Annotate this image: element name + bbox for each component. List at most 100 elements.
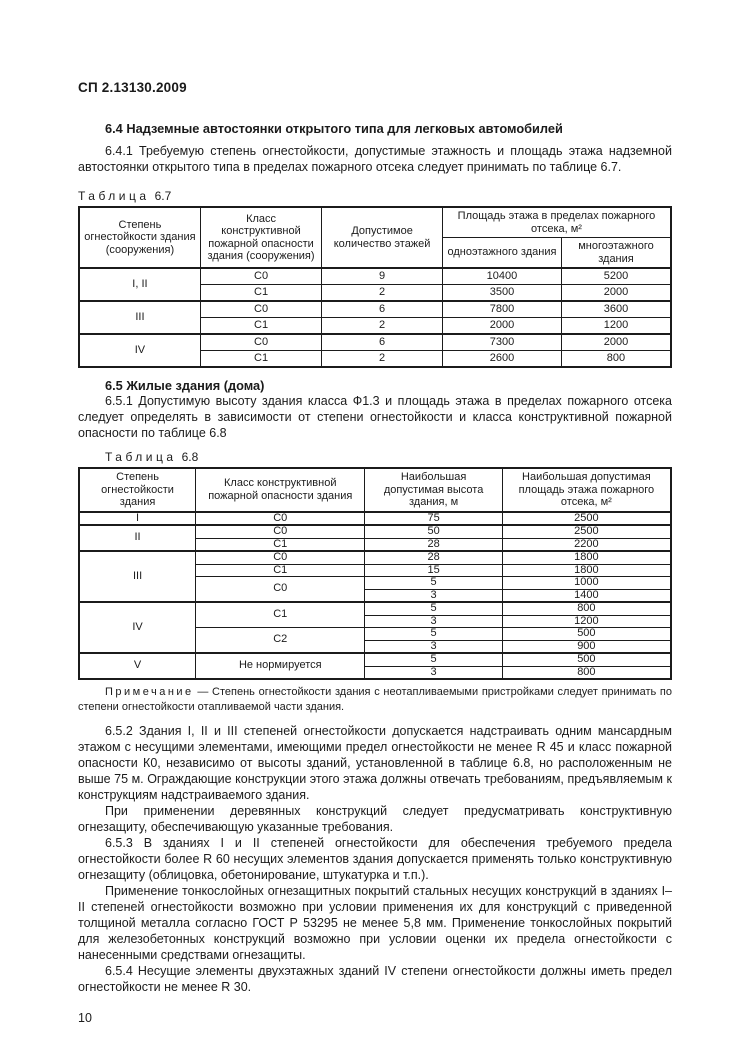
table-6-8-header-row: Степень огнестойкости здания Класс конст… — [78, 467, 672, 512]
cell-area: 2200 — [501, 537, 672, 552]
cell-area: 800 — [501, 601, 672, 616]
cell-degree: III — [78, 300, 201, 335]
cell-class: С1 — [199, 284, 323, 302]
para-6-5-3-cont: Применение тонкослойных огнезащитных пок… — [78, 884, 672, 962]
cell-height: 28 — [364, 537, 503, 552]
table-note: Примечание — Степень огнестойкости здани… — [78, 685, 672, 714]
table-row: I С0 75 2500 — [78, 510, 672, 526]
table-6-7-caption: Таблица 6.7 — [78, 189, 672, 203]
cell-area: 2500 — [501, 524, 672, 539]
cell-multi: 2000 — [560, 333, 672, 351]
cell-class: С1 — [199, 317, 323, 335]
cell-floors: 2 — [321, 284, 443, 302]
col-header-degree: Степень огнестойкости здания — [78, 467, 197, 512]
table-row: V Не нормируется 5 500 — [78, 652, 672, 680]
para-6-5-1: 6.5.1 Допустимую высоту здания класса Ф1… — [78, 394, 672, 440]
cell-class: С0 — [195, 550, 366, 565]
table-row: I, II С0 9 10400 5200 — [78, 267, 672, 302]
table-row: С0 5 1000 — [79, 576, 672, 603]
cell-area: 1000 — [501, 576, 672, 590]
cell-height: 28 — [364, 550, 503, 565]
cell-height: 3 — [364, 665, 503, 680]
cell-area: 500 — [501, 627, 672, 641]
col-header-class: Класс конструктивной пожарной опасности … — [195, 467, 366, 512]
cell-class: С0 — [199, 267, 323, 285]
table-6-7-header-row-top: Степень огнестойкости здания (сооружения… — [78, 206, 672, 269]
table-6-7-caption-label: Таблица — [78, 189, 150, 203]
cell-height: 3 — [364, 588, 503, 603]
table-6-7: Степень огнестойкости здания (сооружения… — [78, 206, 672, 368]
cell-floors: 6 — [321, 333, 443, 351]
table-row: II С0 50 2500 — [78, 524, 672, 552]
cell-height: 5 — [364, 652, 503, 667]
col-header-height: Наибольшая допустимая высота здания, м — [364, 467, 503, 512]
cell-single: 3500 — [441, 284, 562, 302]
table-row: С1 2 2600 800 — [79, 350, 672, 368]
cell-area: 800 — [501, 665, 672, 680]
table-row: III С0 28 1800 — [78, 550, 672, 603]
table-row: 3 800 — [79, 665, 672, 680]
table-6-8-caption-number: 6.8 — [181, 450, 199, 464]
para-6-4-1: 6.4.1 Требуемую степень огнестойкости, д… — [78, 144, 672, 174]
table-6-7-header-row-sub: одноэтажного здания многоэтажного здания — [79, 237, 672, 269]
cell-area: 500 — [501, 652, 672, 667]
page-number: 10 — [78, 1011, 92, 1025]
cell-height: 5 — [364, 627, 503, 641]
cell-class: Не нормируется — [195, 652, 366, 680]
cell-class: С0 — [195, 524, 366, 539]
cell-degree: I — [78, 510, 197, 526]
cell-floors: 2 — [321, 317, 443, 335]
cell-area: 1400 — [501, 588, 672, 603]
note-label: Примечание — [105, 686, 194, 698]
cell-multi: 1200 — [560, 317, 672, 335]
note-text: — Степень огнестойкости здания с неотапл… — [78, 686, 672, 713]
col-header-single-storey: одноэтажного здания — [441, 237, 562, 269]
cell-single: 7300 — [441, 333, 562, 351]
cell-degree: IV — [78, 333, 201, 368]
para-6-5-4: 6.5.4 Несущие элементы двухэтажных здани… — [78, 964, 672, 994]
cell-single: 2600 — [441, 350, 562, 368]
table-row: С1 15 1800 — [79, 563, 672, 577]
cell-floors: 2 — [321, 350, 443, 368]
table-6-7-caption-number: 6.7 — [154, 189, 172, 203]
cell-class: С0 — [195, 510, 366, 526]
cell-class: С2 — [195, 627, 366, 654]
cell-single: 2000 — [441, 317, 562, 335]
document-page: СП 2.13130.2009 6.4 Надземные автостоянк… — [78, 80, 672, 1025]
doc-code: СП 2.13130.2009 — [78, 80, 187, 95]
table-row: С1 2 2000 1200 — [79, 317, 672, 335]
cell-degree: II — [78, 524, 197, 552]
cell-multi: 2000 — [560, 284, 672, 302]
cell-height: 15 — [364, 563, 503, 577]
cell-area: 2500 — [501, 510, 672, 526]
col-header-area-group: Площадь этажа в пределах пожарного отсек… — [441, 206, 672, 238]
cell-degree: V — [78, 652, 197, 680]
cell-multi: 3600 — [560, 300, 672, 318]
cell-class: С0 — [199, 300, 323, 318]
cell-class: С0 — [195, 576, 366, 603]
para-6-5-2-cont: При применении деревянных конструкций сл… — [78, 804, 672, 834]
para-6-5-2: 6.5.2 Здания I, II и III степеней огнест… — [78, 724, 672, 802]
col-header-area: Наибольшая допустимая площадь этажа пожа… — [501, 467, 672, 512]
cell-height: 3 — [364, 639, 503, 654]
table-row: IV С0 6 7300 2000 — [78, 333, 672, 368]
cell-height: 5 — [364, 601, 503, 616]
cell-multi: 5200 — [560, 267, 672, 285]
cell-height: 75 — [364, 510, 503, 526]
table-row: III С0 6 7800 3600 — [78, 300, 672, 335]
col-header-floors: Допустимое количество этажей — [321, 206, 443, 269]
cell-height: 5 — [364, 576, 503, 590]
cell-area: 900 — [501, 639, 672, 654]
section-6-4-heading: 6.4 Надземные автостоянки открытого типа… — [105, 121, 563, 136]
cell-class: С1 — [195, 601, 366, 628]
cell-floors: 9 — [321, 267, 443, 285]
col-header-multi-storey: многоэтажного здания — [560, 237, 672, 269]
cell-multi: 800 — [560, 350, 672, 368]
section-6-5-heading: 6.5 Жилые здания (дома) — [105, 378, 265, 393]
cell-single: 10400 — [441, 267, 562, 285]
cell-class: С0 — [199, 333, 323, 351]
cell-class: С1 — [199, 350, 323, 368]
cell-single: 7800 — [441, 300, 562, 318]
table-row: IV С1 5 800 — [78, 601, 672, 654]
cell-class: С1 — [195, 563, 366, 577]
